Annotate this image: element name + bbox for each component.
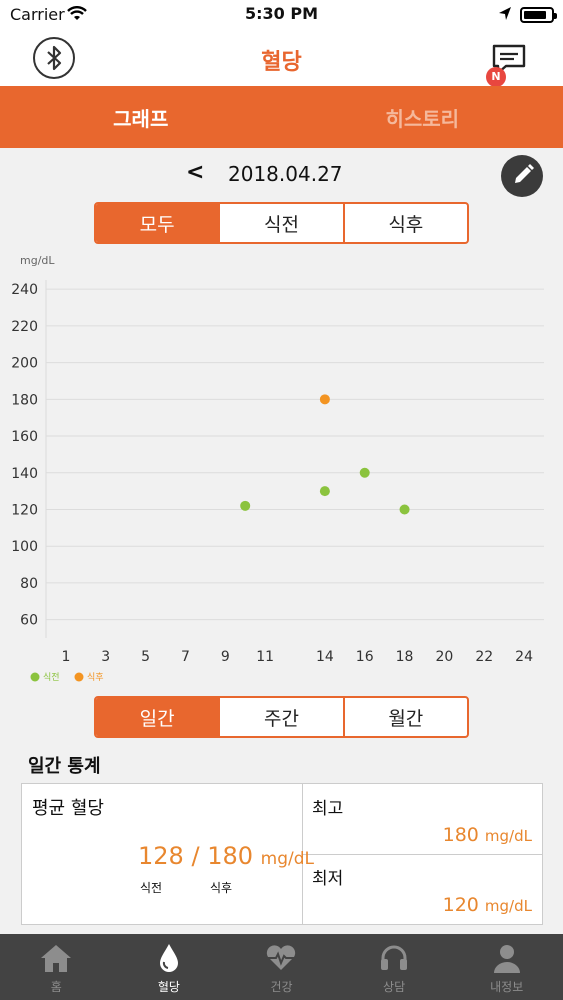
notification-badge: N [486, 67, 506, 87]
divider [302, 784, 303, 924]
average-after-meal-value: 180 [207, 842, 253, 870]
max-number: 180 [442, 824, 479, 846]
home-icon [41, 945, 72, 972]
legend-label: 식전 [43, 672, 60, 683]
meal-filter: 모두 식전 식후 [94, 202, 469, 244]
y-tick-label: 60 [20, 613, 38, 629]
data-point [359, 467, 370, 478]
min-value: 120 mg/dL [443, 894, 532, 916]
min-unit: mg/dL [484, 897, 532, 915]
y-tick-label: 180 [11, 392, 38, 408]
filter-before-meal-button[interactable]: 식전 [218, 204, 342, 242]
person-icon [493, 945, 520, 973]
y-tick-label: 120 [11, 502, 38, 518]
heart-icon [267, 945, 296, 970]
y-tick-label: 240 [11, 282, 38, 298]
pencil-icon [515, 164, 534, 183]
y-axis-unit-label: mg/dL [20, 254, 55, 267]
battery-icon [520, 7, 557, 23]
nav-bar: 혈당 N [0, 30, 563, 87]
prev-date-button[interactable]: < [186, 160, 205, 185]
min-number: 120 [442, 894, 479, 916]
legend-marker [74, 672, 84, 682]
legend-marker [30, 672, 40, 682]
period-weekly-button[interactable]: 주간 [218, 698, 342, 736]
period-filter: 일간 주간 월간 [94, 696, 469, 738]
bottom-nav-label: 상담 [383, 980, 406, 994]
bottom-nav-profile[interactable]: 내정보 [450, 934, 563, 1000]
bottom-nav-health[interactable]: 건강 [225, 934, 338, 1000]
average-unit: mg/dL [260, 849, 314, 869]
divider [303, 854, 543, 855]
slash: / [191, 842, 200, 870]
data-point [240, 500, 251, 511]
wifi-icon [66, 6, 88, 26]
drop-icon [159, 944, 178, 972]
battery-level [524, 11, 546, 19]
x-tick-label: 14 [316, 649, 334, 665]
y-tick-label: 200 [11, 356, 38, 372]
bluetooth-button[interactable] [33, 37, 75, 79]
tab-history[interactable]: 히스토리 [385, 106, 460, 131]
main-tabs: 그래프 히스토리 [0, 86, 563, 148]
stats-title: 일간 통계 [28, 756, 101, 777]
legend-label: 식후 [87, 672, 104, 683]
bottom-nav: 홈 혈당 건강 상담 내정보 [0, 934, 563, 1000]
data-point [399, 504, 410, 515]
x-tick-label: 7 [181, 649, 190, 665]
y-tick-label: 100 [11, 539, 38, 555]
x-tick-label: 9 [221, 649, 230, 665]
tab-graph[interactable]: 그래프 [113, 106, 169, 131]
headset-icon [381, 945, 408, 970]
stats-panel: 평균 혈당 128 / 180 mg/dL 식전 식후 최고 180 mg/dL… [21, 783, 543, 925]
x-tick-label: 3 [101, 649, 110, 665]
average-values: 128 / 180 mg/dL [138, 842, 314, 870]
x-tick-label: 24 [515, 649, 533, 665]
bottom-nav-label: 혈당 [157, 980, 180, 994]
bottom-nav-label: 내정보 [490, 980, 524, 994]
clock: 5:30 PM [244, 4, 318, 23]
x-tick-label: 22 [475, 649, 493, 665]
bluetooth-icon [47, 45, 62, 71]
date-selector: < 2018.04.27 [0, 155, 563, 197]
max-value: 180 mg/dL [443, 824, 532, 846]
page-title: 혈당 [261, 50, 302, 75]
bottom-nav-label: 홈 [50, 980, 62, 994]
bottom-nav-home[interactable]: 홈 [0, 934, 113, 1000]
filter-all-button[interactable]: 모두 [96, 204, 219, 242]
bottom-nav-consult[interactable]: 상담 [338, 934, 451, 1000]
bottom-nav-glucose[interactable]: 혈당 [113, 934, 226, 1000]
y-tick-label: 220 [11, 319, 38, 335]
period-monthly-button[interactable]: 월간 [342, 698, 467, 736]
blood-glucose-chart: 240 220 200 180 160 140 120 100 80 60 1 3 5 7 9 11 14 16 1… [11, 280, 544, 683]
x-tick-label: 5 [141, 649, 150, 665]
date-label[interactable]: 2018.04.27 [228, 162, 343, 186]
x-tick-label: 11 [256, 649, 274, 665]
period-daily-button[interactable]: 일간 [96, 698, 219, 736]
y-tick-label: 160 [11, 429, 38, 445]
average-label: 평균 혈당 [32, 798, 104, 819]
filter-after-meal-button[interactable]: 식후 [342, 204, 467, 242]
x-tick-label: 18 [396, 649, 414, 665]
data-point [319, 394, 330, 405]
y-tick-label: 140 [11, 466, 38, 482]
x-tick-label: 16 [356, 649, 374, 665]
before-meal-label: 식전 [140, 881, 163, 895]
after-meal-label: 식후 [210, 881, 233, 895]
max-unit: mg/dL [484, 827, 532, 845]
max-label: 최고 [312, 799, 344, 819]
average-before-meal-value: 128 [138, 842, 184, 870]
y-tick-label: 80 [20, 576, 38, 592]
location-arrow-icon [498, 6, 512, 26]
data-point [319, 486, 330, 497]
edit-button[interactable] [501, 155, 543, 197]
x-tick-label: 1 [61, 649, 70, 665]
carrier-label: Carrier [10, 5, 65, 24]
status-bar: Carrier 5:30 PM [0, 0, 563, 30]
x-tick-label: 20 [435, 649, 453, 665]
bottom-nav-label: 건강 [270, 980, 293, 994]
min-label: 최저 [312, 869, 344, 889]
